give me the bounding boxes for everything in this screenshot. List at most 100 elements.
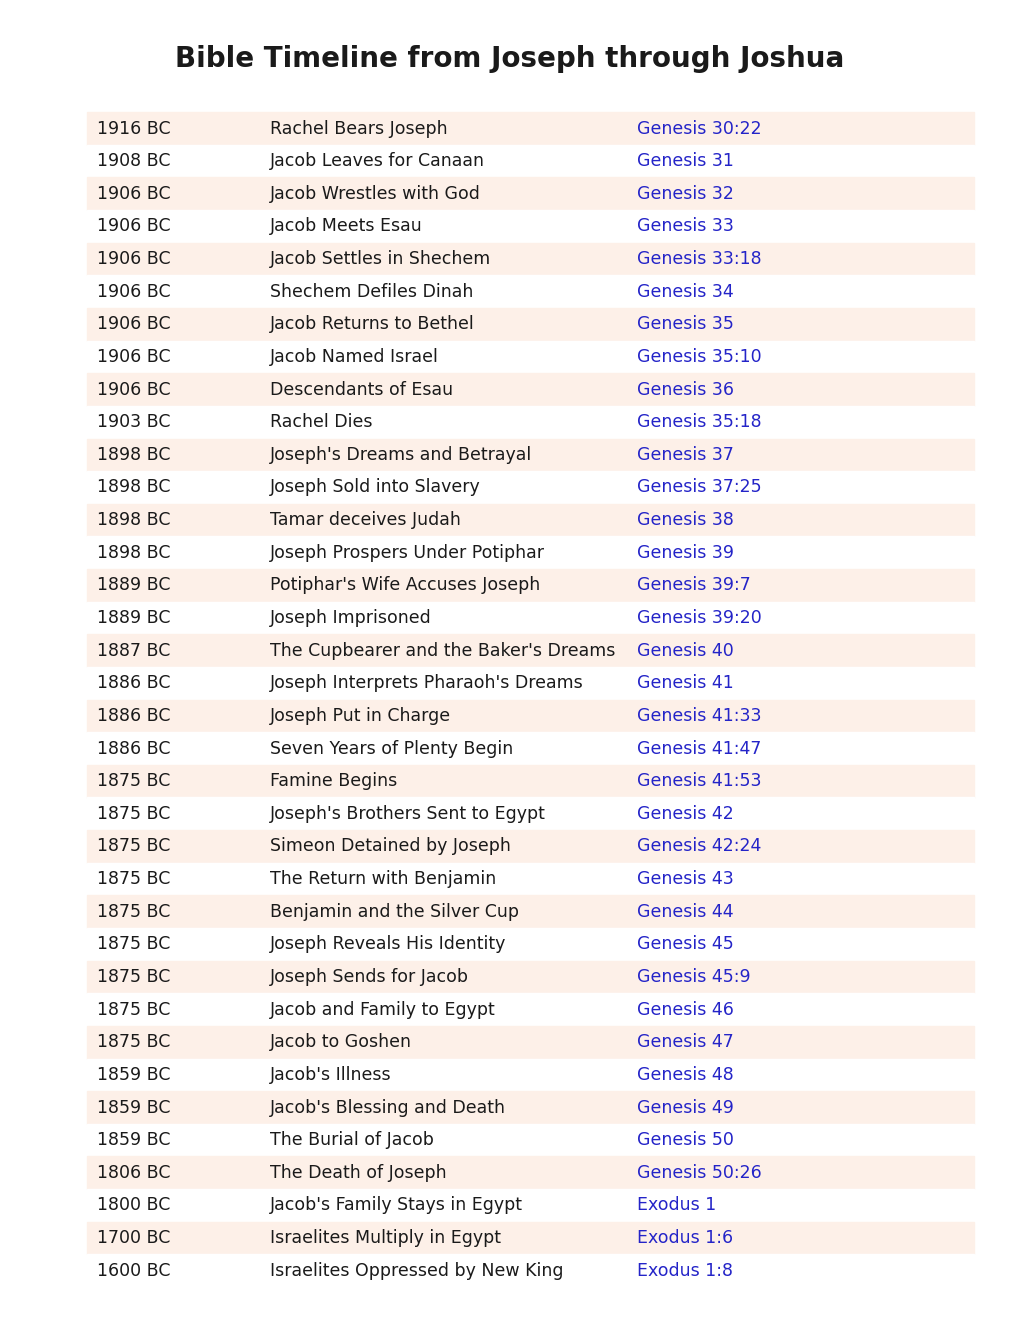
Bar [87, 667, 973, 700]
Bar [87, 1059, 973, 1092]
Text: 1906 BC: 1906 BC [97, 282, 170, 301]
Text: 1889 BC: 1889 BC [97, 609, 170, 627]
Text: Rachel Bears Joseph: Rachel Bears Joseph [270, 120, 447, 137]
Text: 1903 BC: 1903 BC [97, 413, 170, 432]
Text: Genesis 41:53: Genesis 41:53 [637, 772, 761, 791]
Text: Genesis 49: Genesis 49 [637, 1098, 734, 1117]
Text: Jacob Meets Esau: Jacob Meets Esau [270, 218, 423, 235]
Text: Genesis 33: Genesis 33 [637, 218, 734, 235]
Text: Joseph Prospers Under Potiphar: Joseph Prospers Under Potiphar [270, 544, 545, 562]
Text: Genesis 42: Genesis 42 [637, 805, 734, 822]
Text: Benjamin and the Silver Cup: Benjamin and the Silver Cup [270, 903, 519, 921]
Bar [87, 471, 973, 504]
Text: 1859 BC: 1859 BC [97, 1065, 170, 1084]
Bar [87, 243, 973, 276]
Text: 1908 BC: 1908 BC [97, 152, 170, 170]
Text: Rachel Dies: Rachel Dies [270, 413, 372, 432]
Text: Genesis 37: Genesis 37 [637, 446, 734, 463]
Text: Joseph Interprets Pharaoh's Dreams: Joseph Interprets Pharaoh's Dreams [270, 675, 584, 692]
Text: Genesis 45: Genesis 45 [637, 936, 734, 953]
Text: 1906 BC: 1906 BC [97, 380, 170, 399]
Text: Genesis 50: Genesis 50 [637, 1131, 734, 1150]
Text: Genesis 33:18: Genesis 33:18 [637, 249, 761, 268]
Bar [87, 928, 973, 961]
Text: Genesis 32: Genesis 32 [637, 185, 734, 203]
Text: Joseph's Dreams and Betrayal: Joseph's Dreams and Betrayal [270, 446, 532, 463]
Text: Genesis 50:26: Genesis 50:26 [637, 1164, 761, 1181]
Text: Jacob Settles in Shechem: Jacob Settles in Shechem [270, 249, 491, 268]
Text: Bible Timeline from Joseph through Joshua: Bible Timeline from Joseph through Joshu… [175, 45, 844, 74]
Bar [87, 407, 973, 438]
Text: 1898 BC: 1898 BC [97, 544, 170, 562]
Text: Genesis 31: Genesis 31 [637, 152, 734, 170]
Text: Exodus 1:8: Exodus 1:8 [637, 1262, 733, 1279]
Text: Joseph's Brothers Sent to Egypt: Joseph's Brothers Sent to Egypt [270, 805, 545, 822]
Bar [87, 569, 973, 602]
Text: Genesis 38: Genesis 38 [637, 511, 734, 529]
Text: 1886 BC: 1886 BC [97, 708, 170, 725]
Text: Exodus 1:6: Exodus 1:6 [637, 1229, 733, 1247]
Text: Genesis 47: Genesis 47 [637, 1034, 734, 1051]
Bar [87, 635, 973, 667]
Text: 1886 BC: 1886 BC [97, 675, 170, 692]
Text: Joseph Sends for Jacob: Joseph Sends for Jacob [270, 968, 469, 986]
Bar [87, 1123, 973, 1156]
Bar [87, 993, 973, 1026]
Text: 1700 BC: 1700 BC [97, 1229, 170, 1247]
Text: 1875 BC: 1875 BC [97, 903, 170, 921]
Text: The Burial of Jacob: The Burial of Jacob [270, 1131, 434, 1150]
Text: Jacob's Blessing and Death: Jacob's Blessing and Death [270, 1098, 505, 1117]
Text: 1906 BC: 1906 BC [97, 218, 170, 235]
Text: Genesis 34: Genesis 34 [637, 282, 734, 301]
Text: Genesis 44: Genesis 44 [637, 903, 734, 921]
Bar [87, 1254, 973, 1287]
Text: 1889 BC: 1889 BC [97, 577, 170, 594]
Text: 1916 BC: 1916 BC [97, 120, 170, 137]
Bar [87, 341, 973, 374]
Text: Famine Begins: Famine Begins [270, 772, 397, 791]
Text: Joseph Sold into Slavery: Joseph Sold into Slavery [270, 478, 481, 496]
Bar [87, 961, 973, 993]
Bar [87, 374, 973, 407]
Text: Israelites Multiply in Egypt: Israelites Multiply in Egypt [270, 1229, 500, 1247]
Text: 1875 BC: 1875 BC [97, 772, 170, 791]
Text: Jacob and Family to Egypt: Jacob and Family to Egypt [270, 1001, 495, 1019]
Bar [87, 177, 973, 210]
Bar [87, 764, 973, 797]
Text: 1906 BC: 1906 BC [97, 249, 170, 268]
Text: 1886 BC: 1886 BC [97, 739, 170, 758]
Bar [87, 602, 973, 635]
Bar [87, 145, 973, 177]
Text: Jacob Wrestles with God: Jacob Wrestles with God [270, 185, 481, 203]
Text: Jacob Named Israel: Jacob Named Israel [270, 348, 439, 366]
Bar [87, 210, 973, 243]
Text: The Return with Benjamin: The Return with Benjamin [270, 870, 496, 888]
Text: Genesis 35:18: Genesis 35:18 [637, 413, 761, 432]
Text: 1859 BC: 1859 BC [97, 1131, 170, 1150]
Bar [87, 112, 973, 145]
Bar [87, 895, 973, 928]
Text: Genesis 39:7: Genesis 39:7 [637, 577, 751, 594]
Bar [87, 700, 973, 733]
Text: Genesis 41:47: Genesis 41:47 [637, 739, 761, 758]
Text: 1898 BC: 1898 BC [97, 446, 170, 463]
Text: Joseph Reveals His Identity: Joseph Reveals His Identity [270, 936, 506, 953]
Text: 1859 BC: 1859 BC [97, 1098, 170, 1117]
Text: Genesis 40: Genesis 40 [637, 642, 734, 660]
Bar [87, 1026, 973, 1059]
Text: 1806 BC: 1806 BC [97, 1164, 170, 1181]
Text: Jacob Leaves for Canaan: Jacob Leaves for Canaan [270, 152, 485, 170]
Text: Genesis 42:24: Genesis 42:24 [637, 837, 761, 855]
Text: 1875 BC: 1875 BC [97, 968, 170, 986]
Text: Potiphar's Wife Accuses Joseph: Potiphar's Wife Accuses Joseph [270, 577, 540, 594]
Text: 1875 BC: 1875 BC [97, 805, 170, 822]
Text: 1875 BC: 1875 BC [97, 1001, 170, 1019]
Text: Genesis 37:25: Genesis 37:25 [637, 478, 761, 496]
Text: Shechem Defiles Dinah: Shechem Defiles Dinah [270, 282, 473, 301]
Text: Descendants of Esau: Descendants of Esau [270, 380, 453, 399]
Text: Jacob to Goshen: Jacob to Goshen [270, 1034, 412, 1051]
Bar [87, 438, 973, 471]
Text: The Cupbearer and the Baker's Dreams: The Cupbearer and the Baker's Dreams [270, 642, 615, 660]
Text: Jacob Returns to Bethel: Jacob Returns to Bethel [270, 315, 475, 334]
Bar [87, 1092, 973, 1123]
